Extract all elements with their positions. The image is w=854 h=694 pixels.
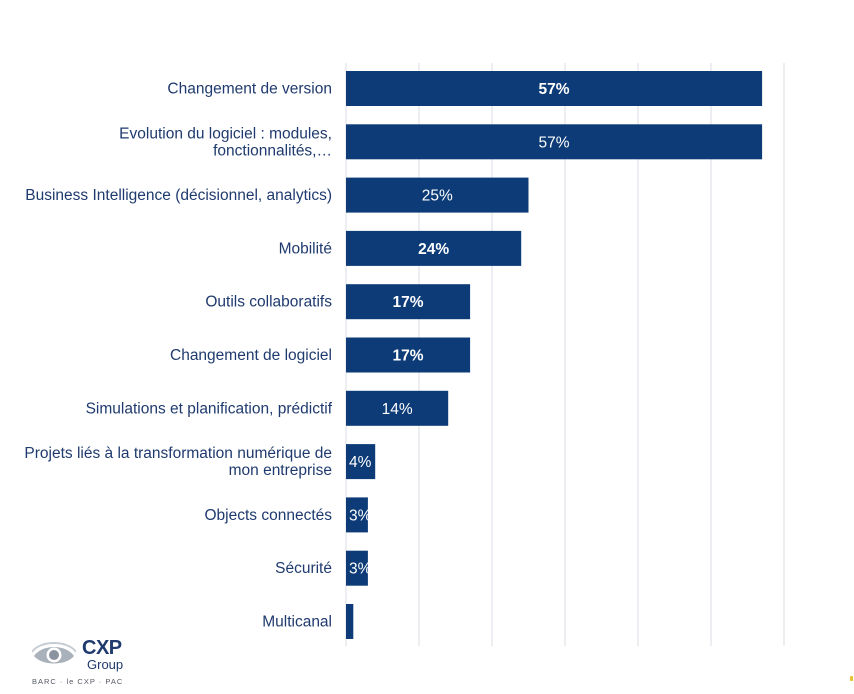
category-label: Outils collaboratifs — [205, 294, 332, 311]
data-label: 57% — [539, 81, 570, 98]
corner-mark — [850, 676, 853, 681]
category-label-layer: Changement de version Evolution du logici… — [24, 81, 332, 631]
data-label: 17% — [393, 294, 424, 311]
bar — [346, 550, 368, 586]
category-label: Projets liés à la transformation numériq… — [24, 445, 332, 479]
data-label: 57% — [539, 134, 570, 151]
logo-subtitle: Group — [87, 657, 124, 672]
category-label: Evolution du logiciel : modules, fonction… — [119, 125, 332, 159]
bar — [346, 230, 522, 266]
bar — [346, 604, 354, 639]
category-label: Objects connectés — [204, 507, 332, 524]
category-label: Simulations et planification, prédictif — [86, 400, 333, 417]
category-label: Business Intelligence (décisionnel, anal… — [25, 187, 332, 204]
data-label: 24% — [418, 241, 449, 258]
bar — [346, 390, 449, 426]
data-label: 17% — [393, 348, 424, 365]
data-label: 14% — [382, 401, 413, 418]
bar — [346, 284, 471, 320]
eye-icon — [32, 642, 76, 664]
category-label: Multicanal — [262, 614, 332, 631]
category-label: Changement de logiciel — [170, 347, 332, 364]
category-label: Sécurité — [275, 560, 332, 577]
cxp-group-logo: CXP Group BARC · le CXP · PAC — [30, 636, 140, 690]
logo-wordmark: CXP — [82, 637, 122, 659]
bar — [346, 124, 763, 160]
grid-layer — [345, 63, 785, 646]
bar — [346, 71, 763, 106]
bar — [346, 177, 529, 213]
logo-tagline: BARC · le CXP · PAC — [32, 677, 124, 686]
bar — [346, 497, 368, 533]
bar — [346, 337, 471, 373]
bar-layer — [346, 71, 763, 639]
data-label: 3% — [349, 507, 372, 524]
bar — [346, 444, 376, 480]
category-label: Changement de version — [167, 81, 332, 98]
data-label: 3% — [349, 561, 372, 578]
data-label: 25% — [422, 188, 453, 205]
data-label: 4% — [349, 454, 372, 471]
category-label: Mobilité — [279, 240, 332, 257]
value-label-layer: 57% 57% 25% 24% 17% 17% 14% 4% 3% 3% — [349, 81, 570, 578]
